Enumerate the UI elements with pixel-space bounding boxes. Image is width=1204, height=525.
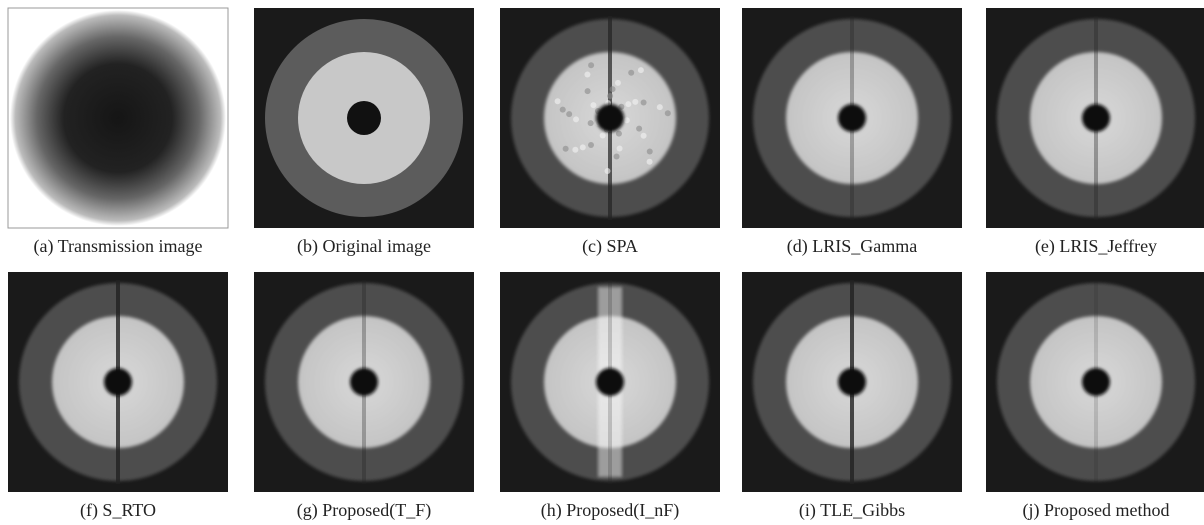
noise-artifact xyxy=(588,62,594,68)
noise-artifact xyxy=(588,120,594,126)
caption: (a) Transmission image xyxy=(34,236,203,257)
image-panel xyxy=(254,272,474,492)
noise-artifact xyxy=(563,146,569,152)
noise-artifact xyxy=(625,101,631,107)
center-hole xyxy=(350,368,378,396)
caption: (i) TLE_Gibbs xyxy=(799,500,905,521)
figure: (a) Transmission image (b) Original image… xyxy=(0,0,1204,525)
noise-artifact xyxy=(641,133,647,139)
noise-artifact xyxy=(555,98,561,104)
noise-artifact xyxy=(616,131,622,137)
noise-artifact xyxy=(584,72,590,78)
noise-artifact xyxy=(638,67,644,73)
caption: (g) Proposed(T_F) xyxy=(297,500,431,521)
noise-artifact xyxy=(636,126,642,132)
noise-artifact xyxy=(641,100,647,106)
caption: (h) Proposed(I_nF) xyxy=(541,500,679,521)
center-hole xyxy=(596,368,624,396)
center-hole xyxy=(596,104,624,132)
image-panel xyxy=(8,8,228,228)
center-hole xyxy=(347,101,381,135)
noise-artifact xyxy=(610,86,616,92)
noise-artifact xyxy=(657,104,663,110)
noise-artifact xyxy=(585,88,591,94)
caption: (d) LRIS_Gamma xyxy=(787,236,917,257)
image-panel xyxy=(8,272,228,492)
image-panel xyxy=(742,272,962,492)
noise-artifact xyxy=(614,153,620,159)
image-panel xyxy=(986,8,1204,228)
caption: (c) SPA xyxy=(582,236,638,257)
center-hole xyxy=(1082,104,1110,132)
caption: (b) Original image xyxy=(297,236,431,257)
noise-artifact xyxy=(665,110,671,116)
noise-artifact xyxy=(566,111,572,117)
transmission-disk xyxy=(10,10,226,226)
noise-artifact xyxy=(572,147,578,153)
image-panel xyxy=(986,272,1204,492)
center-hole xyxy=(838,368,866,396)
image-panel xyxy=(254,8,474,228)
noise-artifact xyxy=(600,133,606,139)
noise-artifact xyxy=(647,159,653,165)
noise-artifact xyxy=(624,117,630,123)
noise-artifact xyxy=(607,93,613,99)
noise-artifact xyxy=(560,107,566,113)
center-hole xyxy=(1082,368,1110,396)
caption: (j) Proposed method xyxy=(1023,500,1170,521)
image-panel xyxy=(500,8,720,228)
image-panel xyxy=(742,8,962,228)
noise-artifact xyxy=(615,80,621,86)
noise-artifact xyxy=(590,102,596,108)
noise-artifact xyxy=(605,168,611,174)
noise-artifact xyxy=(573,116,579,122)
noise-artifact xyxy=(632,99,638,105)
noise-artifact xyxy=(628,70,634,76)
center-hole xyxy=(104,368,132,396)
noise-artifact xyxy=(588,142,594,148)
image-panel xyxy=(500,272,720,492)
center-hole xyxy=(838,104,866,132)
caption: (f) S_RTO xyxy=(80,500,156,521)
noise-artifact xyxy=(647,149,653,155)
caption: (e) LRIS_Jeffrey xyxy=(1035,236,1157,257)
noise-artifact xyxy=(580,144,586,150)
noise-artifact xyxy=(617,146,623,152)
